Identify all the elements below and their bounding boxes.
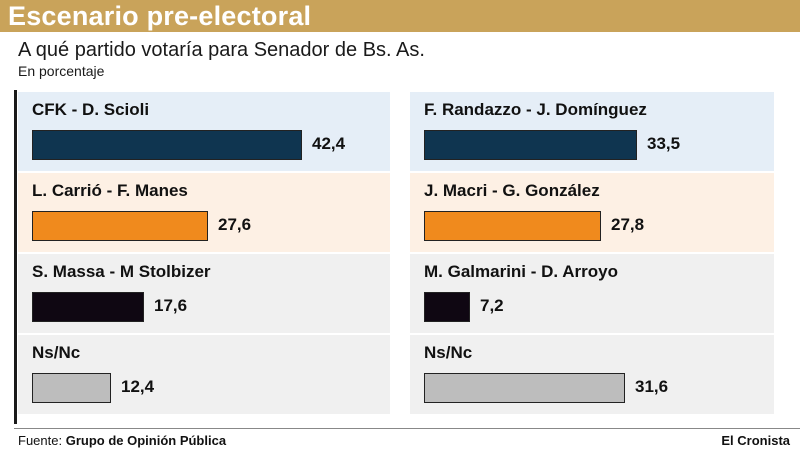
bar [32, 130, 302, 160]
bar-value-label: 12,4 [121, 377, 155, 396]
chart-question: A qué partido votaría para Senador de Bs… [18, 39, 425, 61]
bar-category-label: CFK - D. Scioli [32, 100, 150, 119]
bar-value-label: 7,2 [480, 296, 504, 315]
bar-category-label: Ns/Nc [32, 343, 81, 362]
bar-panel: F. Randazzo - J. Domínguez 33,5 [410, 92, 774, 171]
bar-category-label: M. Galmarini - D. Arroyo [424, 262, 618, 281]
bar-value-label: 27,8 [611, 215, 645, 234]
bar-value-label: 17,6 [154, 296, 188, 315]
bar-panel: J. Macri - G. González 27,8 [410, 173, 774, 252]
bar-panel: M. Galmarini - D. Arroyo 7,2 [410, 254, 774, 333]
left-rule [14, 90, 17, 424]
bar-value-label: 31,6 [635, 377, 669, 396]
bar-category-label: F. Randazzo - J. Domínguez [424, 100, 647, 119]
bar-value-label: 42,4 [312, 134, 346, 153]
footer-source: Fuente: Grupo de Opinión Pública [18, 433, 226, 448]
bar-panel: Ns/Nc 12,4 [18, 335, 390, 414]
bar [424, 130, 637, 160]
footer-source-name: Grupo de Opinión Pública [65, 433, 227, 448]
footer-rule [14, 428, 800, 429]
bar-category-label: Ns/Nc [424, 343, 473, 362]
header-band [0, 0, 800, 32]
bar-value-label: 33,5 [647, 134, 681, 153]
bar [32, 211, 208, 241]
bar [32, 292, 144, 322]
bar [424, 292, 470, 322]
bar-panel: CFK - D. Scioli 42,4 [18, 92, 390, 171]
chart-header-title: Escenario pre-electoral [8, 1, 312, 31]
bar [424, 211, 601, 241]
chart-unit: En porcentaje [18, 63, 105, 79]
bar-category-label: J. Macri - G. González [424, 181, 600, 200]
footer-source-prefix: Fuente: [18, 433, 63, 448]
bar [32, 373, 111, 403]
bar-category-label: L. Carrió - F. Manes [32, 181, 188, 200]
bar-panel: S. Massa - M Stolbizer 17,6 [18, 254, 390, 333]
bar-value-label: 27,6 [218, 215, 252, 234]
bar-panel: Ns/Nc 31,6 [410, 335, 774, 414]
bar-panel: L. Carrió - F. Manes 27,6 [18, 173, 390, 252]
bar-category-label: S. Massa - M Stolbizer [32, 262, 211, 281]
bar [424, 373, 625, 403]
footer-brand: El Cronista [721, 433, 790, 448]
